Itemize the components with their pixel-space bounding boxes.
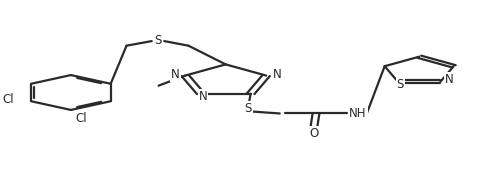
Text: S: S [245,102,252,115]
Text: N: N [171,68,180,81]
Text: S: S [396,78,404,91]
Text: NH: NH [349,107,367,120]
Text: N: N [199,90,207,103]
Text: N: N [272,68,281,81]
Text: O: O [309,127,318,140]
Text: S: S [154,34,162,47]
Text: N: N [445,73,454,86]
Text: Cl: Cl [76,112,87,125]
Text: Cl: Cl [2,93,14,106]
